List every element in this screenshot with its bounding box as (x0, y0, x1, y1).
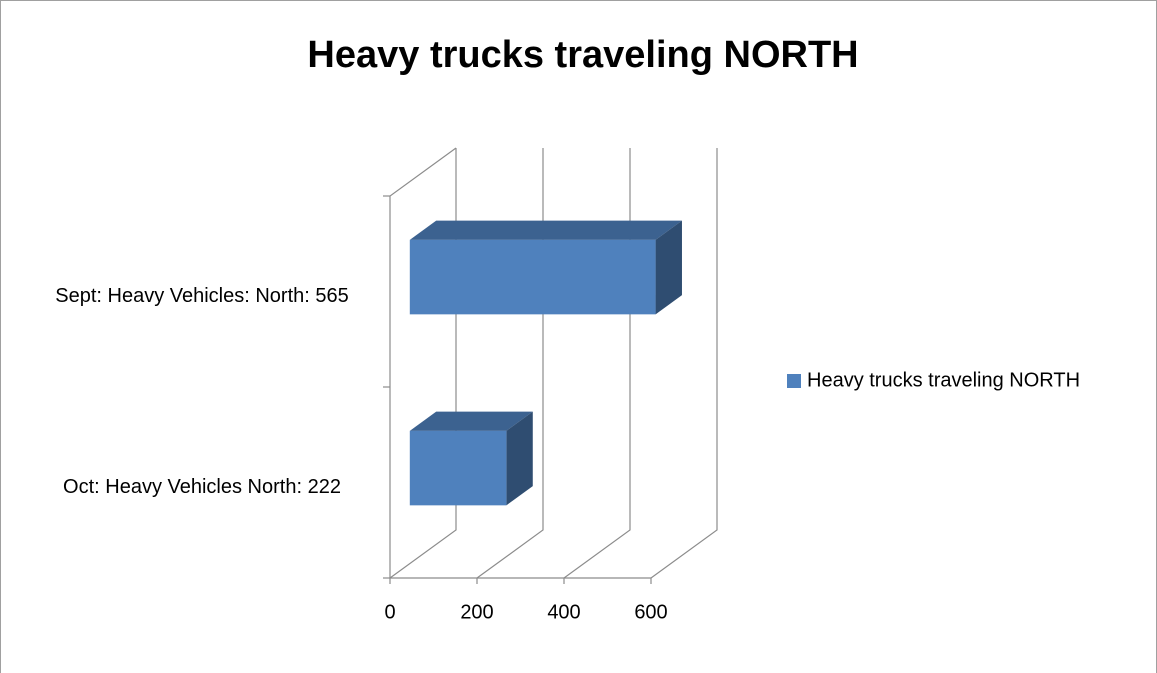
bar-front (409, 239, 656, 315)
left-wall (389, 147, 457, 578)
x-tick-label: 200 (460, 601, 493, 623)
x-tick-label: 600 (634, 601, 667, 623)
bar (409, 411, 533, 506)
bar-top (409, 220, 682, 240)
chart-title: Heavy trucks traveling NORTH (307, 34, 858, 76)
legend-label: Heavy trucks traveling NORTH (807, 369, 1080, 391)
grid-line (476, 148, 544, 579)
bar-side (655, 220, 682, 315)
bar-top (409, 411, 533, 431)
grid-line (389, 148, 457, 579)
grid-line (650, 148, 718, 579)
bar (409, 220, 682, 315)
bar-front (409, 430, 507, 506)
bar-side (506, 411, 533, 506)
x-tick-label: 0 (384, 601, 395, 623)
y-tick-label: Oct: Heavy Vehicles North: 222 (63, 476, 341, 498)
legend-swatch (787, 374, 801, 388)
y-tick-label: Sept: Heavy Vehicles: North: 565 (55, 285, 349, 307)
grid-line (563, 148, 631, 579)
x-tick-label: 400 (547, 601, 580, 623)
